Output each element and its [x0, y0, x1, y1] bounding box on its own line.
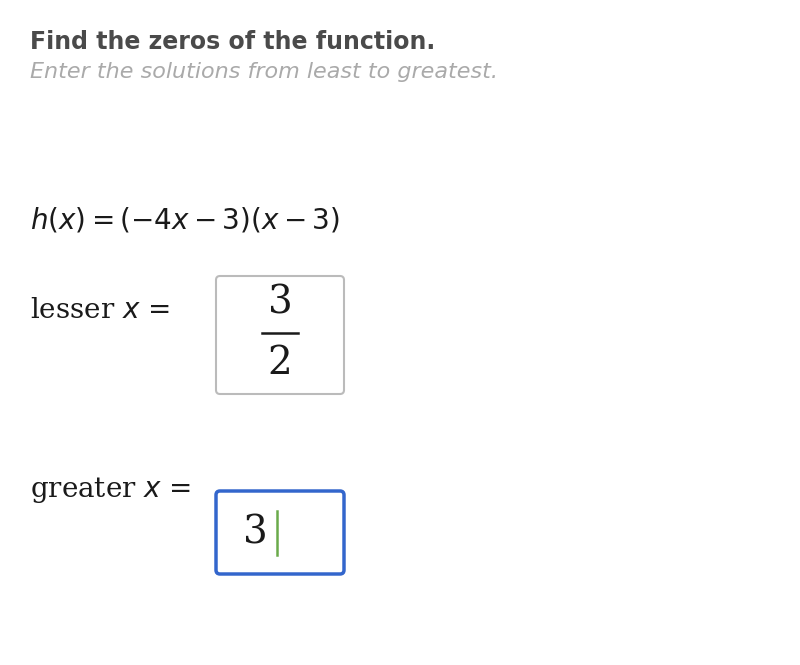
- Text: greater $x$ =: greater $x$ =: [30, 475, 191, 505]
- Text: lesser $x$ =: lesser $x$ =: [30, 297, 170, 323]
- FancyBboxPatch shape: [216, 276, 344, 394]
- Text: $h(x) = (-4x - 3)(x - 3)$: $h(x) = (-4x - 3)(x - 3)$: [30, 205, 340, 234]
- Text: Find the zeros of the function.: Find the zeros of the function.: [30, 30, 435, 54]
- Text: 3: 3: [242, 514, 267, 551]
- Text: 2: 2: [268, 345, 292, 382]
- Text: Enter the solutions from least to greatest.: Enter the solutions from least to greate…: [30, 62, 498, 82]
- FancyBboxPatch shape: [216, 491, 344, 574]
- Text: 3: 3: [268, 284, 292, 321]
